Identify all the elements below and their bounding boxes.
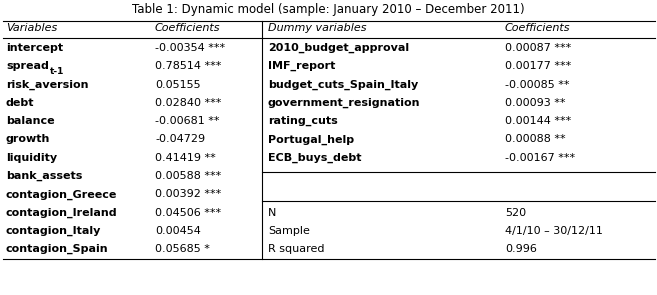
Text: contagion_Italy: contagion_Italy xyxy=(6,226,101,236)
Text: Portugal_help: Portugal_help xyxy=(268,134,354,145)
Text: 0.02840 ***: 0.02840 *** xyxy=(155,98,221,108)
Text: 520: 520 xyxy=(505,208,526,218)
Text: -0.00085 **: -0.00085 ** xyxy=(505,80,570,90)
Text: IMF_report: IMF_report xyxy=(268,61,335,71)
Text: contagion_Ireland: contagion_Ireland xyxy=(6,208,118,218)
Text: Table 1: Dynamic model (sample: January 2010 – December 2011): Table 1: Dynamic model (sample: January … xyxy=(132,2,525,16)
Text: -0.04729: -0.04729 xyxy=(155,135,205,145)
Text: 0.04506 ***: 0.04506 *** xyxy=(155,208,221,218)
Text: risk_aversion: risk_aversion xyxy=(6,79,89,90)
Text: R squared: R squared xyxy=(268,244,325,254)
Text: liquidity: liquidity xyxy=(6,153,57,163)
Text: growth: growth xyxy=(6,135,51,145)
Text: -0.00167 ***: -0.00167 *** xyxy=(505,153,575,163)
Text: t-1: t-1 xyxy=(50,67,64,76)
Text: budget_cuts_Spain_Italy: budget_cuts_Spain_Italy xyxy=(268,79,419,90)
Text: 0.00093 **: 0.00093 ** xyxy=(505,98,566,108)
Text: 4/1/10 – 30/12/11: 4/1/10 – 30/12/11 xyxy=(505,226,603,236)
Text: Variables: Variables xyxy=(6,23,57,33)
Text: debt: debt xyxy=(6,98,35,108)
Text: 0.41419 **: 0.41419 ** xyxy=(155,153,215,163)
Text: 0.996: 0.996 xyxy=(505,244,537,254)
Text: N: N xyxy=(268,208,277,218)
Text: ECB_buys_debt: ECB_buys_debt xyxy=(268,153,361,163)
Text: Sample: Sample xyxy=(268,226,310,236)
Text: 0.00144 ***: 0.00144 *** xyxy=(505,116,571,126)
Text: Coefficients: Coefficients xyxy=(155,23,221,33)
Text: 0.05155: 0.05155 xyxy=(155,80,200,90)
Text: balance: balance xyxy=(6,116,55,126)
Text: 0.00392 ***: 0.00392 *** xyxy=(155,189,221,199)
Text: Dummy variables: Dummy variables xyxy=(268,23,367,33)
Text: 0.00088 **: 0.00088 ** xyxy=(505,135,566,145)
Text: contagion_Greece: contagion_Greece xyxy=(6,189,118,199)
Text: Coefficients: Coefficients xyxy=(505,23,570,33)
Text: 0.78514 ***: 0.78514 *** xyxy=(155,61,221,71)
Text: spread: spread xyxy=(6,61,49,71)
Text: rating_cuts: rating_cuts xyxy=(268,116,338,126)
Text: 2010_budget_approval: 2010_budget_approval xyxy=(268,43,409,53)
Text: government_resignation: government_resignation xyxy=(268,98,420,108)
Text: intercept: intercept xyxy=(6,43,63,53)
Text: 0.00454: 0.00454 xyxy=(155,226,201,236)
Text: bank_assets: bank_assets xyxy=(6,171,82,181)
Text: -0.00354 ***: -0.00354 *** xyxy=(155,43,225,53)
Text: 0.00087 ***: 0.00087 *** xyxy=(505,43,571,53)
Text: 0.00588 ***: 0.00588 *** xyxy=(155,171,221,181)
Text: 0.05685 *: 0.05685 * xyxy=(155,244,210,254)
Text: 0.00177 ***: 0.00177 *** xyxy=(505,61,571,71)
Text: -0.00681 **: -0.00681 ** xyxy=(155,116,219,126)
Text: contagion_Spain: contagion_Spain xyxy=(6,244,108,254)
